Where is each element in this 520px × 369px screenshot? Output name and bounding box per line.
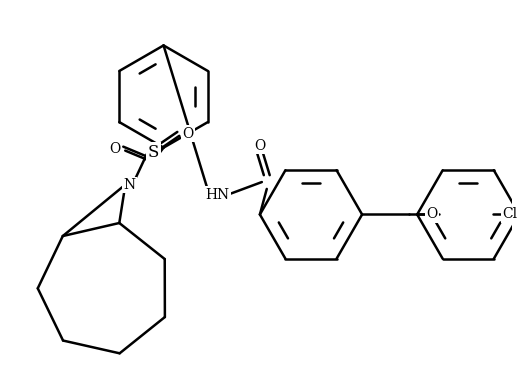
- Text: Cl: Cl: [503, 207, 518, 221]
- Text: O: O: [183, 127, 194, 141]
- Text: N: N: [123, 178, 135, 192]
- Text: O: O: [109, 142, 120, 156]
- Text: O: O: [426, 207, 437, 221]
- Text: O: O: [254, 139, 266, 153]
- Text: S: S: [148, 144, 160, 161]
- Text: HN: HN: [205, 188, 230, 202]
